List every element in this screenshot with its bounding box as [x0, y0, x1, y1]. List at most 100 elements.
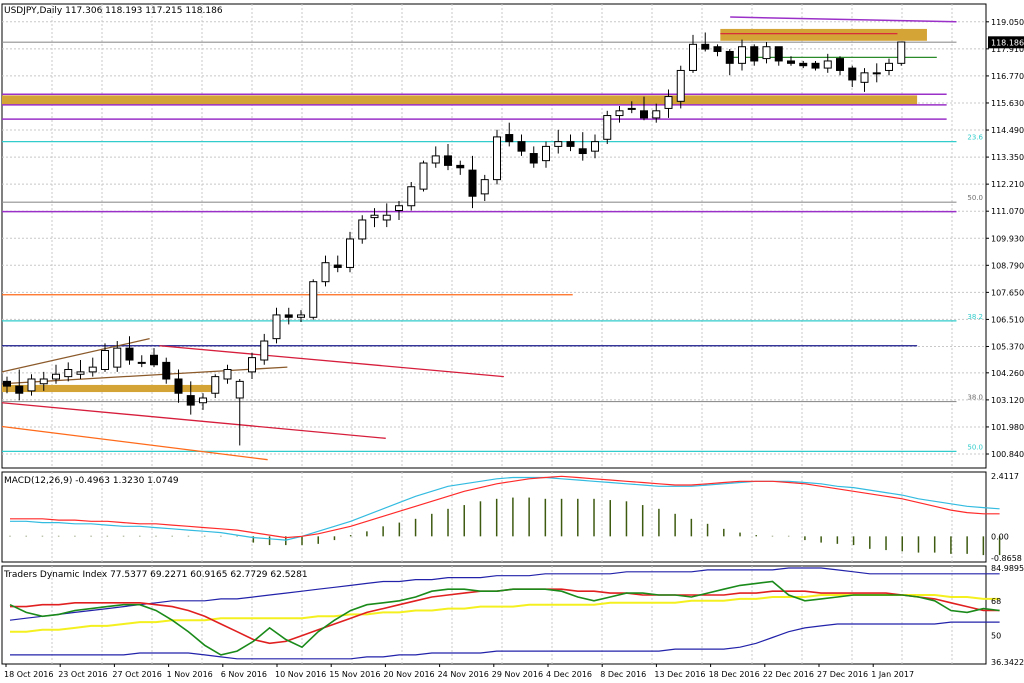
candle-body — [346, 238, 354, 268]
candle-body — [542, 145, 550, 162]
candle-body — [370, 214, 379, 219]
candle-body — [615, 110, 624, 117]
tdi-lower-band — [10, 621, 1000, 660]
price-tick-label: 111.070 — [991, 207, 1024, 216]
candle-body — [860, 72, 869, 83]
fib-label: 50.0 — [967, 443, 983, 451]
tdi-upper-band — [9, 567, 1000, 621]
date-tick-label: 13 Dec 2016 — [654, 670, 705, 679]
candle-body — [762, 46, 771, 60]
candle-body — [15, 385, 24, 394]
price-tick-label: 108.790 — [991, 261, 1024, 270]
macd-tick-label: 0.00 — [991, 532, 1009, 541]
candle-body — [150, 354, 158, 366]
candle-body — [199, 397, 207, 404]
panel-frame — [1, 3, 987, 469]
macd-tick-label: -0.8658 — [991, 554, 1022, 563]
candle-body — [382, 214, 391, 221]
candle-body — [248, 357, 256, 373]
candle-body — [529, 153, 538, 164]
date-tick-label: 18 Oct 2016 — [4, 670, 53, 679]
candle-body — [3, 380, 11, 387]
price-overlays: 23.6 50.0 38.2 38.0 50.0 — [1, 16, 984, 461]
candle-body — [186, 395, 195, 406]
candle-body — [297, 314, 305, 318]
candle-body — [664, 96, 673, 109]
candle-body — [652, 110, 661, 119]
date-tick-label: 20 Nov 2016 — [383, 670, 434, 679]
candle-body — [676, 69, 685, 102]
candle-body — [309, 281, 318, 318]
panel-frame — [1, 565, 987, 665]
grid — [1, 3, 987, 665]
trend-line — [1, 402, 386, 439]
candle-body — [787, 60, 795, 64]
price-tick-label: 109.930 — [991, 234, 1024, 243]
candle-body — [750, 46, 759, 62]
candle-body — [554, 141, 563, 147]
price-tick-label: 119.050 — [991, 18, 1024, 27]
candle-body — [517, 141, 526, 152]
tdi-tick-label: 50 — [991, 632, 1001, 641]
tdi-title: Traders Dynamic Index 77.5377 69.2271 60… — [3, 570, 308, 580]
candle-body — [272, 314, 281, 340]
candle-body — [27, 378, 36, 392]
candle-body — [640, 110, 648, 119]
fib-label: 38.0 — [967, 394, 983, 402]
candle-body — [52, 373, 60, 380]
candle-body — [113, 347, 122, 368]
candle-body — [701, 43, 710, 50]
candle-body — [738, 46, 746, 64]
candle-body — [358, 219, 367, 240]
price-tick-label: 112.210 — [991, 180, 1024, 189]
candle-body — [480, 179, 489, 195]
candle-body — [627, 107, 636, 110]
current-price-label: 118.186 — [991, 38, 1024, 47]
candle-body — [88, 366, 97, 373]
candlesticks — [3, 32, 906, 446]
date-tick-label: 15 Nov 2016 — [329, 670, 380, 679]
date-tick-label: 27 Dec 2016 — [817, 670, 868, 679]
current-price-box — [988, 36, 1024, 49]
candle-body — [578, 148, 587, 155]
price-tick-label: 100.840 — [991, 450, 1024, 459]
price-tick-label: 116.770 — [991, 72, 1024, 81]
candle-body — [811, 62, 820, 69]
candle-body — [260, 340, 269, 361]
price-zone — [2, 95, 918, 105]
date-tick-label: 29 Nov 2016 — [492, 670, 543, 679]
trend-line — [1, 425, 268, 461]
trend-line — [159, 345, 504, 378]
tdi-tick-label: 36.3422 — [991, 658, 1024, 667]
horizontal-level — [730, 16, 957, 23]
date-tick-label: 27 Oct 2016 — [112, 670, 161, 679]
macd-tick-label: 2.4117 — [991, 472, 1019, 481]
tdi-market-base-line — [10, 594, 1000, 633]
trend-line — [1, 338, 150, 373]
price-tick-label: 103.120 — [991, 396, 1024, 405]
date-tick-label: 6 Nov 2016 — [221, 670, 267, 679]
candle-body — [76, 371, 85, 375]
candle-body — [419, 162, 428, 190]
candle-body — [603, 115, 612, 140]
candle-body — [897, 41, 906, 64]
candle-body — [713, 46, 722, 52]
macd-signal-line — [10, 475, 1000, 539]
trend-line — [1, 366, 288, 385]
candle-body — [444, 155, 452, 166]
candle-body — [174, 378, 183, 394]
price-tick-label: 117.910 — [991, 45, 1024, 54]
macd-main-line — [10, 476, 1000, 541]
candle-body — [774, 46, 783, 62]
tdi-rsi-price-line — [9, 580, 1000, 656]
date-tick-label: 23 Oct 2016 — [58, 670, 107, 679]
candle-body — [137, 361, 146, 364]
price-zone — [720, 28, 927, 41]
candle-body — [407, 186, 416, 207]
price-tick-label: 113.350 — [991, 153, 1024, 162]
fib-label: 23.6 — [967, 134, 983, 142]
date-tick-label: 1 Jan 2017 — [871, 670, 914, 679]
candle-body — [885, 62, 893, 71]
candle-body — [101, 350, 109, 371]
